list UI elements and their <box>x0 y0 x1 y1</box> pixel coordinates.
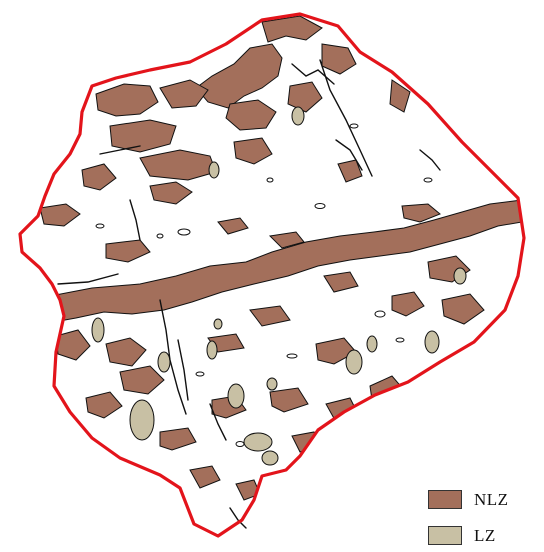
lz-blob <box>424 330 440 354</box>
nlz-zones <box>39 15 523 501</box>
nlz-south-2 <box>85 391 123 419</box>
lz-blob <box>206 340 218 360</box>
nlz-mid-3 <box>323 271 359 293</box>
nlz-north-main <box>195 43 283 109</box>
nlz-mid-4 <box>249 305 291 327</box>
nlz-ne-1 <box>389 79 411 113</box>
lz-blob <box>453 267 467 285</box>
nlz-east-2 <box>441 293 485 325</box>
legend-item-nlz: NLZ <box>428 488 540 512</box>
nlz-south-5 <box>269 387 309 413</box>
map-outline-flecks <box>95 123 433 447</box>
drainage-lines <box>57 59 441 529</box>
lz-zones <box>91 106 467 466</box>
legend-label-lz: LZ <box>474 526 496 545</box>
nlz-nw-7 <box>149 181 193 205</box>
nlz-mid-1 <box>268 231 305 249</box>
nlz-south-3 <box>159 427 197 451</box>
nlz-south-1 <box>119 365 165 395</box>
nlz-south-6 <box>189 465 221 489</box>
lz-blob <box>213 318 223 330</box>
lz-blob <box>91 317 105 343</box>
nlz-west-4 <box>105 337 147 367</box>
legend-swatch-nlz <box>428 490 462 509</box>
nlz-north-east-patch <box>321 43 357 75</box>
lz-blob <box>208 161 220 179</box>
nlz-ne-2 <box>401 203 441 223</box>
nlz-nw-2 <box>109 119 177 153</box>
nlz-west-2 <box>105 239 151 263</box>
nlz-mid-2 <box>217 217 249 235</box>
nlz-nw-8 <box>233 137 273 165</box>
legend-swatch-lz <box>428 526 462 545</box>
nlz-main-band <box>39 199 523 323</box>
nlz-east-6 <box>325 397 359 423</box>
nlz-north-ridge <box>261 15 323 43</box>
lz-blob <box>129 399 155 441</box>
nlz-nw-1 <box>95 83 159 117</box>
lz-blob <box>291 106 305 126</box>
lz-blob <box>266 377 278 391</box>
lz-blob <box>345 349 363 375</box>
nlz-nw-6 <box>81 163 117 191</box>
nlz-nw-3 <box>159 79 209 109</box>
nlz-west-1 <box>39 203 81 227</box>
lz-blob <box>227 383 245 409</box>
nlz-north-mid-patch <box>287 81 323 113</box>
nlz-ne-3 <box>337 159 363 183</box>
legend: NLZ LZ <box>428 488 540 550</box>
lz-blob <box>261 450 279 466</box>
nlz-east-3 <box>391 291 425 317</box>
legend-label-nlz: NLZ <box>474 490 509 509</box>
lz-blob <box>243 432 273 452</box>
lz-blob <box>157 351 171 373</box>
catchment-boundary <box>18 12 526 538</box>
nlz-east-5 <box>315 337 357 365</box>
nlz-nw-5 <box>225 99 277 131</box>
lz-blob <box>366 335 378 353</box>
legend-item-lz: LZ <box>428 524 540 548</box>
nlz-nw-4 <box>139 149 217 181</box>
